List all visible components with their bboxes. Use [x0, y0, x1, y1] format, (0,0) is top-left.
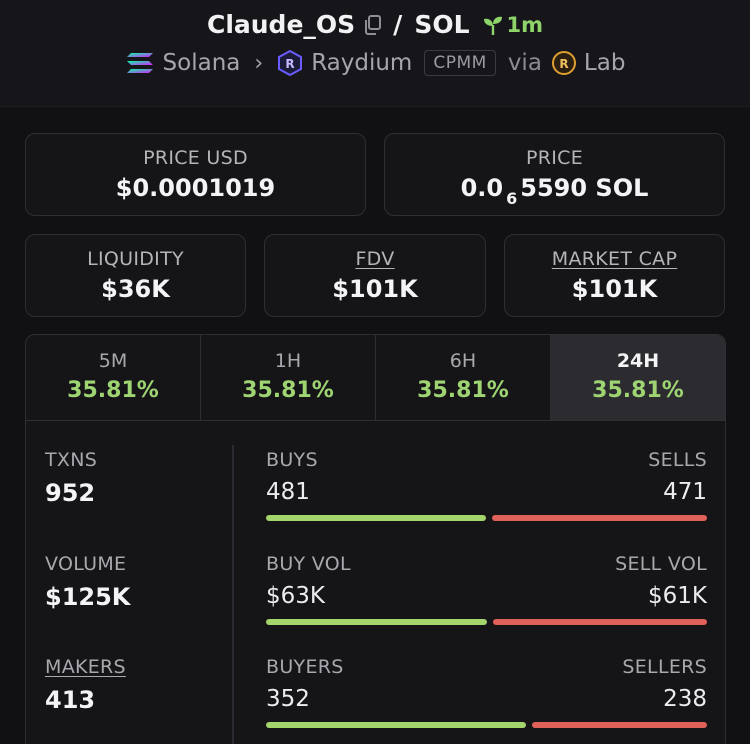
buys-sells-bar [266, 515, 707, 521]
buyers-sellers-bar [266, 722, 707, 728]
price-native-value: 0.0 6 5590 SOL [385, 174, 724, 208]
stats-panel: 5M 35.81% 1H 35.81% 6H 35.81% 24H 35.81%… [25, 334, 726, 744]
price-native-card: PRICE 0.0 6 5590 SOL [384, 133, 725, 216]
fdv-value: $101K [332, 275, 418, 303]
tab-label: 24H [616, 350, 660, 372]
sell-bar-segment [493, 619, 707, 625]
volume-split-bar [266, 619, 707, 625]
quote-symbol: SOL [414, 10, 470, 39]
buy-bar-segment [266, 722, 527, 728]
market-cap-label[interactable]: MARKET CAP [551, 248, 678, 270]
market-cap-value: $101K [571, 275, 658, 303]
sellers-value: 238 [663, 686, 707, 712]
tab-change: 35.81% [67, 378, 159, 403]
solana-logo-icon [125, 51, 155, 75]
volume-split-row: BUY VOL SELL VOL $63K $61K [266, 553, 707, 625]
tab-label: 1H [274, 350, 302, 372]
tab-24h[interactable]: 24H 35.81% [551, 335, 725, 420]
lab-logo-icon: R [551, 51, 576, 75]
buy-vol-label: BUY VOL [266, 553, 351, 575]
buys-sells-row: BUYS SELLS 481 471 [266, 449, 707, 521]
price-native-prefix: 0.0 [460, 174, 504, 202]
price-usd-label: PRICE USD [143, 147, 248, 169]
sells-label: SELLS [648, 449, 707, 471]
pair-header: Claude_OS / SOL 1m [0, 0, 750, 107]
launchpad-link[interactable]: Lab [583, 50, 626, 76]
pair-separator: / [393, 10, 403, 39]
sell-vol-label: SELL VOL [615, 553, 707, 575]
dex-link[interactable]: Raydium [311, 50, 413, 76]
buyers-label: BUYERS [266, 656, 344, 678]
price-usd-value: $0.0001019 [115, 174, 276, 202]
liquidity-value: $36K [101, 275, 170, 303]
pair-breadcrumb: Solana › R Raydium CPMM via R Lab [0, 50, 750, 76]
buy-vol-value: $63K [266, 583, 325, 609]
pool-type-badge: CPMM [424, 50, 496, 76]
tab-change: 35.81% [592, 378, 684, 403]
copy-icon[interactable] [363, 14, 383, 36]
buy-bar-segment [266, 619, 488, 625]
sells-value: 471 [663, 479, 707, 505]
sprout-icon [483, 16, 502, 35]
fdv-label[interactable]: FDV [355, 248, 395, 270]
stats-body: TXNS 952 VOLUME $125K MAKERS 413 BUYS SE… [26, 421, 725, 744]
chain-link[interactable]: Solana [162, 50, 241, 76]
tab-change: 35.81% [417, 378, 509, 403]
stats-divider [232, 445, 234, 744]
sell-bar-segment [491, 515, 707, 521]
price-native-suffix: 5590 SOL [520, 174, 649, 202]
via-label: via [507, 50, 542, 76]
liquidity-label: LIQUIDITY [87, 248, 184, 270]
makers-label[interactable]: MAKERS [45, 656, 126, 678]
fdv-card: FDV $101K [264, 234, 486, 317]
tab-label: 6H [449, 350, 477, 372]
sellers-label: SELLERS [622, 656, 707, 678]
price-usd-card: PRICE USD $0.0001019 [25, 133, 366, 216]
volume-value: $125K [45, 583, 131, 611]
txns-stat: TXNS 952 [45, 449, 97, 507]
tab-1h[interactable]: 1H 35.81% [201, 335, 376, 420]
price-native-zero-count: 6 [506, 189, 518, 208]
buyers-value: 352 [266, 686, 310, 712]
tab-5m[interactable]: 5M 35.81% [26, 335, 201, 420]
buys-value: 481 [266, 479, 310, 505]
buyers-sellers-row: BUYERS SELLERS 352 238 [266, 656, 707, 728]
chevron-right-icon: › [254, 50, 264, 76]
market-cap-card: MARKET CAP $101K [504, 234, 725, 317]
pair-title: Claude_OS / SOL 1m [0, 10, 750, 39]
tab-label: 5M [98, 350, 128, 372]
raydium-logo-icon: R [277, 50, 303, 76]
pair-age: 1m [482, 12, 544, 37]
buys-label: BUYS [266, 449, 318, 471]
makers-value: 413 [45, 686, 96, 714]
pair-age-text: 1m [506, 12, 544, 37]
buy-bar-segment [266, 515, 486, 521]
tab-6h[interactable]: 6H 35.81% [376, 335, 551, 420]
token-symbol[interactable]: Claude_OS [206, 10, 356, 39]
sell-vol-value: $61K [648, 583, 707, 609]
volume-stat: VOLUME $125K [45, 553, 130, 611]
tab-change: 35.81% [242, 378, 334, 403]
timeframe-tabs: 5M 35.81% 1H 35.81% 6H 35.81% 24H 35.81% [26, 335, 725, 421]
sell-bar-segment [532, 722, 707, 728]
volume-label: VOLUME [45, 553, 127, 575]
makers-stat: MAKERS 413 [45, 656, 126, 714]
txns-value: 952 [45, 479, 96, 507]
price-native-label: PRICE [525, 147, 584, 169]
svg-text:R: R [286, 57, 295, 71]
txns-label: TXNS [45, 449, 98, 471]
liquidity-card: LIQUIDITY $36K [25, 234, 246, 317]
svg-text:R: R [559, 57, 568, 71]
